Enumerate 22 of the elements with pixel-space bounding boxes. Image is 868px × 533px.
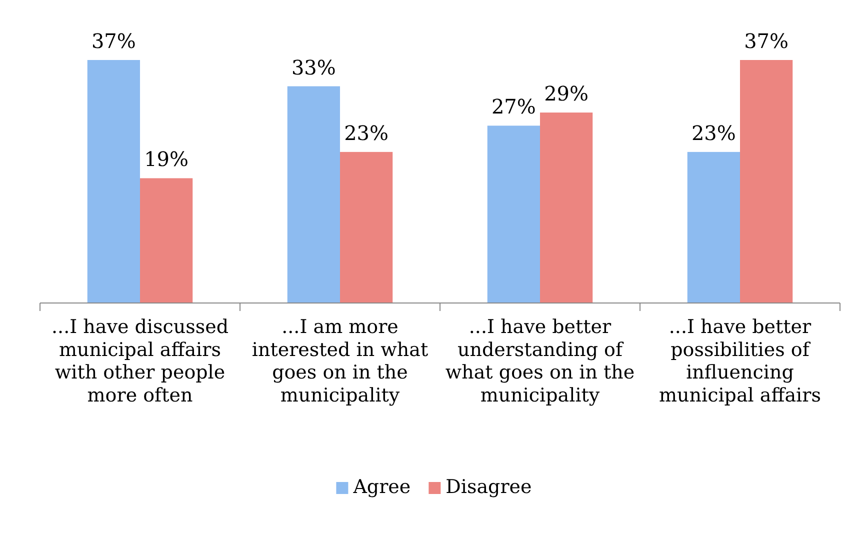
bar: [340, 152, 393, 303]
x-tick-label: ...I have better possibilities of influencing municipal affairs: [659, 316, 821, 406]
data-label: 23%: [344, 120, 389, 145]
bar: [140, 178, 193, 303]
legend-label: Disagree: [446, 476, 532, 498]
bar: [87, 60, 140, 303]
bar: [287, 86, 340, 303]
data-label: 33%: [291, 55, 336, 80]
bar: [540, 112, 593, 303]
legend-label: Agree: [352, 476, 411, 498]
x-tick-label: ...I have discussed municipal affairs with other people more often: [51, 316, 229, 406]
x-tick-label: ...I am more interested in what goes on in the municipality: [252, 316, 428, 406]
x-tick-label: ...I have better understanding of what goes on in the municipality: [445, 316, 635, 406]
data-label: 23%: [691, 120, 736, 145]
data-label: 37%: [91, 29, 136, 53]
data-label: 27%: [491, 94, 536, 119]
bar: [487, 126, 540, 303]
data-label: 19%: [144, 147, 189, 172]
bar: [740, 60, 793, 303]
data-label: 29%: [544, 82, 589, 106]
bar: [687, 152, 740, 303]
data-label: 37%: [744, 29, 789, 53]
